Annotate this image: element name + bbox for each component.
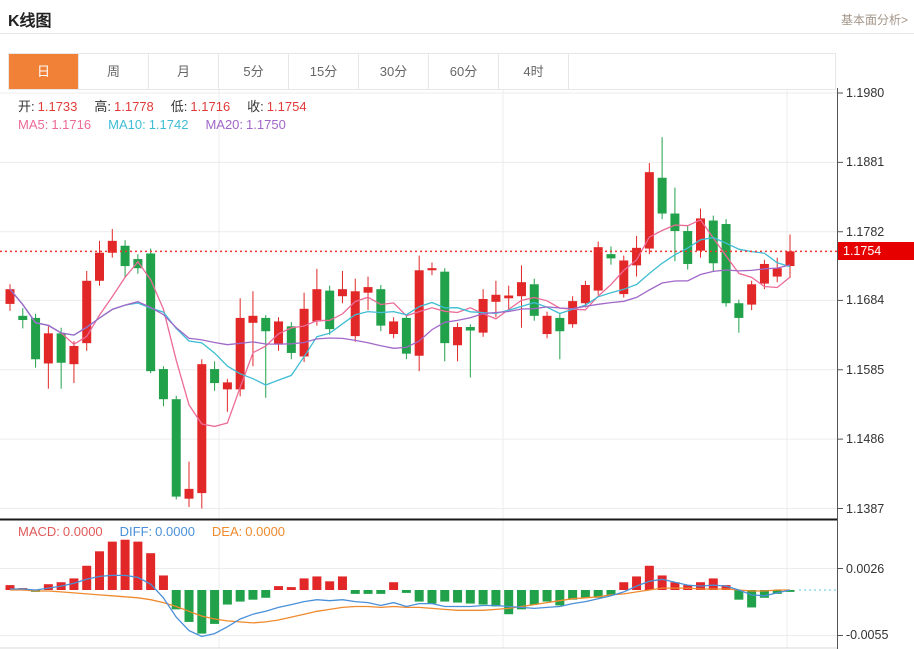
price-axis-label: 1.1980 [846,86,885,100]
page-title: K线图 [8,13,52,30]
legend-item: 高: 1.1778 [94,99,154,114]
price-axis-label: 1.1881 [846,155,885,170]
tab-timeframe-1[interactable]: 周 [79,54,149,89]
legend-item: MA20: 1.1750 [205,117,286,132]
tab-timeframe-3[interactable]: 5分 [219,54,289,89]
legend-item: DIFF: 0.0000 [119,524,195,539]
ohlc-legend: 开: 1.1733 高: 1.1778 低: 1.1716 收: 1.1754 [18,96,324,115]
fundamental-analysis-link[interactable]: 基本面分析> [840,13,908,27]
legend-item: 收: 1.1754 [247,99,307,114]
timeframe-tab-bar: 日周月 5分 15分 30分 60分 4时 [8,53,836,90]
price-axis-label: 1.1486 [846,432,885,447]
tab-timeframe-0[interactable]: 日 [9,54,79,89]
legend-item: MA5: 1.1716 [18,117,92,132]
price-axis-label: 1.1387 [846,501,885,516]
tab-timeframe-7[interactable]: 4时 [499,54,569,89]
current-price-tag: 1.1754 [838,242,914,261]
tab-timeframe-2[interactable]: 月 [149,54,219,89]
macd-axis-label: -0.0055 [846,628,889,643]
ma-legend: MA5: 1.1716 MA10: 1.1742 MA20: 1.1750 [18,117,303,132]
header-divider [0,33,914,34]
price-axis-label: 1.1782 [846,224,885,239]
price-axis-label: 1.1684 [846,293,885,308]
legend-item: 开: 1.1733 [18,99,78,114]
price-axis-label: 1.1585 [846,362,885,377]
legend-item: MA10: 1.1742 [108,117,189,132]
legend-item: 低: 1.1716 [170,99,231,114]
legend-item: MACD: 0.0000 [18,524,103,539]
tab-timeframe-6[interactable]: 60分 [429,54,499,89]
tab-timeframe-5[interactable]: 30分 [359,54,429,89]
legend-item: DEA: 0.0000 [211,524,286,539]
macd-legend: MACD: 0.0000 DIFF: 0.0000 DEA: 0.0000 [18,524,302,539]
tab-timeframe-4[interactable]: 15分 [289,54,359,89]
macd-axis-label: 0.0026 [846,561,885,576]
